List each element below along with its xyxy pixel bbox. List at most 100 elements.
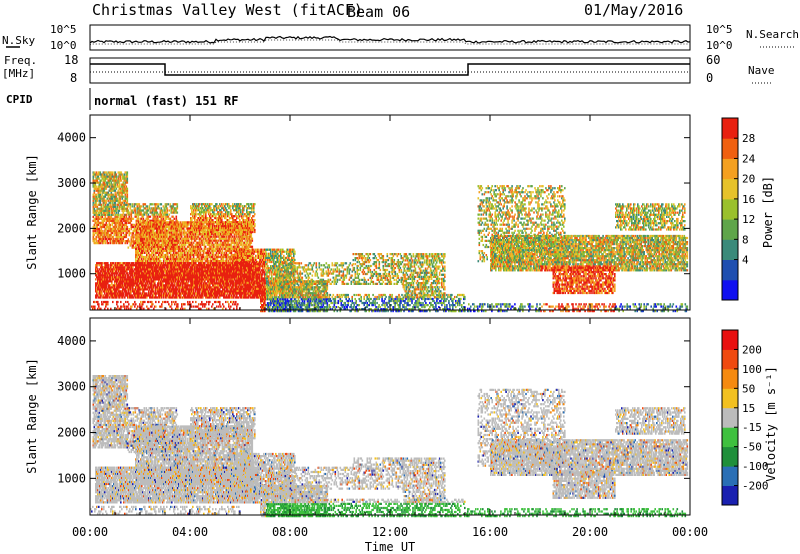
data-cell	[164, 230, 166, 232]
data-cell	[99, 188, 101, 190]
data-cell	[197, 238, 199, 240]
data-cell	[163, 240, 165, 242]
data-cell	[183, 227, 185, 229]
data-cell	[166, 246, 168, 248]
data-cell	[105, 216, 107, 218]
data-cell	[93, 178, 95, 180]
data-cell	[105, 236, 107, 238]
data-cell	[99, 228, 101, 230]
data-cell	[134, 205, 136, 207]
data-cell	[127, 178, 129, 180]
data-cell	[126, 214, 128, 216]
data-cell	[120, 178, 122, 180]
data-cell	[147, 223, 149, 225]
data-cell	[184, 258, 186, 260]
data-cell	[133, 245, 135, 247]
freq-panel-frame	[90, 58, 690, 83]
data-cell	[192, 252, 194, 254]
data-cell	[151, 221, 153, 223]
data-cell	[141, 234, 143, 236]
data-cell	[100, 202, 102, 204]
data-cell	[101, 212, 103, 214]
freq-trace	[90, 64, 690, 75]
noise-left-tick-bottom: 10^0	[50, 39, 77, 52]
data-cell	[118, 220, 120, 222]
data-cell	[198, 246, 200, 248]
data-cell	[111, 208, 113, 210]
data-cell	[135, 227, 137, 229]
data-cell	[151, 250, 153, 252]
data-cell	[158, 218, 160, 220]
data-cell	[183, 260, 185, 262]
data-cell	[145, 242, 147, 244]
data-cell	[204, 250, 206, 252]
data-cell	[188, 238, 190, 240]
data-cell	[111, 234, 113, 236]
noise-search-label: N.Search	[746, 28, 799, 41]
data-cell	[173, 205, 175, 207]
data-cell	[107, 224, 109, 226]
data-cell	[153, 232, 155, 234]
data-cell	[97, 210, 99, 212]
data-cell	[153, 246, 155, 248]
data-cell	[132, 209, 134, 211]
data-cell	[159, 207, 161, 209]
data-cell	[174, 218, 176, 220]
data-cell	[113, 214, 115, 216]
data-cell	[96, 236, 98, 238]
data-cell	[108, 204, 110, 206]
data-cell	[102, 194, 104, 196]
data-cell	[149, 256, 151, 258]
data-cell	[124, 202, 126, 204]
data-cell	[179, 240, 181, 242]
data-cell	[108, 196, 110, 198]
data-cell	[114, 178, 116, 180]
data-cell	[149, 238, 151, 240]
data-cell	[134, 240, 136, 242]
data-cell	[116, 242, 118, 244]
data-cell	[167, 234, 169, 236]
data-cell	[176, 254, 178, 256]
data-cell	[108, 242, 110, 244]
data-cell	[149, 205, 151, 207]
data-cell	[104, 220, 106, 222]
data-cell	[175, 250, 177, 252]
data-cell	[152, 212, 154, 214]
data-cell	[203, 254, 205, 256]
freq-unit-label: [MHz]	[2, 67, 35, 80]
data-cell	[151, 248, 153, 250]
data-cell	[153, 230, 155, 232]
data-cell	[101, 228, 103, 230]
data-cell	[168, 256, 170, 258]
data-cell	[112, 171, 114, 173]
data-cell	[118, 178, 120, 180]
data-cell	[173, 252, 175, 254]
data-cell	[198, 260, 200, 262]
data-cell	[130, 222, 132, 224]
data-cell	[162, 246, 164, 248]
data-cell	[98, 220, 100, 222]
data-cell	[150, 209, 152, 211]
data-cell	[134, 242, 136, 244]
data-cell	[107, 173, 109, 175]
data-cell	[157, 256, 159, 258]
data-cell	[180, 221, 182, 223]
data-cell	[174, 256, 176, 258]
data-cell	[125, 242, 127, 244]
data-cell	[160, 238, 162, 240]
data-cell	[145, 236, 147, 238]
data-cell	[149, 240, 151, 242]
data-cell	[101, 206, 103, 208]
data-cell	[188, 252, 190, 254]
data-cell	[165, 209, 167, 211]
nave-label: Nave	[748, 64, 775, 77]
data-cell	[172, 207, 174, 209]
data-cell	[169, 214, 171, 216]
data-cell	[143, 216, 145, 218]
data-cell	[117, 198, 119, 200]
data-cell	[94, 192, 96, 194]
data-cell	[124, 186, 126, 188]
data-cell	[115, 186, 117, 188]
data-cell	[108, 232, 110, 234]
data-cell	[171, 246, 173, 248]
